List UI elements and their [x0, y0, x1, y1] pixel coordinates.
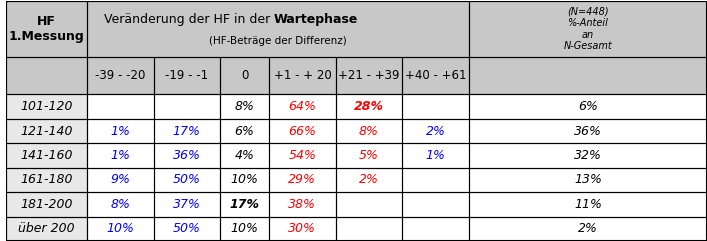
Text: 30%: 30% [288, 222, 316, 235]
Bar [6, 192, 87, 217]
Text: 2%: 2% [426, 125, 445, 138]
Text: +21 - +39: +21 - +39 [338, 69, 399, 82]
Text: 2%: 2% [359, 173, 379, 186]
Bar [153, 168, 220, 192]
Bar [153, 94, 220, 119]
Text: 17%: 17% [173, 125, 201, 138]
Text: 10%: 10% [230, 173, 259, 186]
Bar [87, 192, 153, 217]
Bar [469, 143, 707, 168]
Text: Veränderung der HF in der: Veränderung der HF in der [104, 13, 274, 26]
Bar [336, 119, 402, 143]
Text: 181-200: 181-200 [21, 198, 73, 211]
Text: 66%: 66% [288, 125, 316, 138]
Bar [87, 57, 153, 94]
Bar [269, 143, 336, 168]
Text: 64%: 64% [288, 100, 316, 113]
Bar [87, 0, 469, 57]
Text: 11%: 11% [574, 198, 602, 211]
Bar [336, 94, 402, 119]
Bar [402, 119, 469, 143]
Bar [87, 143, 153, 168]
Bar [336, 217, 402, 241]
Bar [6, 119, 87, 143]
Bar [6, 57, 87, 94]
Bar [153, 192, 220, 217]
Bar [6, 0, 87, 57]
Text: 1%: 1% [110, 125, 130, 138]
Bar [269, 57, 336, 94]
Bar [269, 119, 336, 143]
Text: 37%: 37% [173, 198, 201, 211]
Text: HF
1.Messung: HF 1.Messung [8, 15, 85, 43]
Text: 0: 0 [241, 69, 248, 82]
Text: 1%: 1% [426, 149, 445, 162]
Bar [6, 192, 87, 217]
Bar [336, 57, 402, 94]
Bar [87, 217, 153, 241]
Bar [87, 57, 153, 94]
Bar [87, 0, 469, 57]
Text: (N=448)
%-Anteil
an
N-Gesamt: (N=448) %-Anteil an N-Gesamt [563, 7, 612, 51]
Bar [336, 143, 402, 168]
Bar [6, 168, 87, 192]
Bar [469, 119, 707, 143]
Text: (HF-Beträge der Differenz): (HF-Beträge der Differenz) [209, 36, 346, 46]
Text: 1%: 1% [110, 149, 130, 162]
Bar [402, 143, 469, 168]
Text: 6%: 6% [235, 125, 255, 138]
Text: 5%: 5% [359, 149, 379, 162]
Bar [469, 192, 707, 217]
Bar [402, 94, 469, 119]
Text: 4%: 4% [235, 149, 255, 162]
Bar [6, 217, 87, 241]
Bar [269, 217, 336, 241]
Bar [220, 57, 269, 94]
Text: 28%: 28% [354, 100, 384, 113]
Text: 9%: 9% [110, 173, 130, 186]
Text: 36%: 36% [173, 149, 201, 162]
Bar [6, 0, 87, 57]
Bar [469, 0, 707, 57]
Text: 50%: 50% [173, 173, 201, 186]
Bar [269, 94, 336, 119]
Bar [469, 217, 707, 241]
Text: 38%: 38% [288, 198, 316, 211]
Bar [6, 57, 87, 94]
Bar [402, 168, 469, 192]
Text: 36%: 36% [574, 125, 602, 138]
Bar [87, 168, 153, 192]
Bar [6, 143, 87, 168]
Bar [220, 143, 269, 168]
Bar [87, 94, 153, 119]
Bar [220, 57, 269, 94]
Bar [153, 217, 220, 241]
Bar [220, 192, 269, 217]
Bar [6, 143, 87, 168]
Text: Wartephase: Wartephase [274, 13, 358, 26]
Bar [336, 57, 402, 94]
Bar [336, 168, 402, 192]
Bar [6, 94, 87, 119]
Text: 121-140: 121-140 [21, 125, 73, 138]
Text: +40 - +61: +40 - +61 [404, 69, 466, 82]
Text: 8%: 8% [235, 100, 255, 113]
Bar [220, 217, 269, 241]
Bar [269, 192, 336, 217]
Bar [402, 57, 469, 94]
Text: 2%: 2% [578, 222, 598, 235]
Text: 6%: 6% [578, 100, 598, 113]
Text: -19 - -1: -19 - -1 [165, 69, 209, 82]
Bar [220, 94, 269, 119]
Bar [469, 57, 707, 94]
Text: -39 - -20: -39 - -20 [95, 69, 146, 82]
Bar [269, 168, 336, 192]
Bar [87, 119, 153, 143]
Bar [220, 119, 269, 143]
Text: +1 - + 20: +1 - + 20 [274, 69, 332, 82]
Bar [469, 168, 707, 192]
Bar [469, 94, 707, 119]
Bar [6, 119, 87, 143]
Text: 141-160: 141-160 [21, 149, 73, 162]
Text: 32%: 32% [574, 149, 602, 162]
